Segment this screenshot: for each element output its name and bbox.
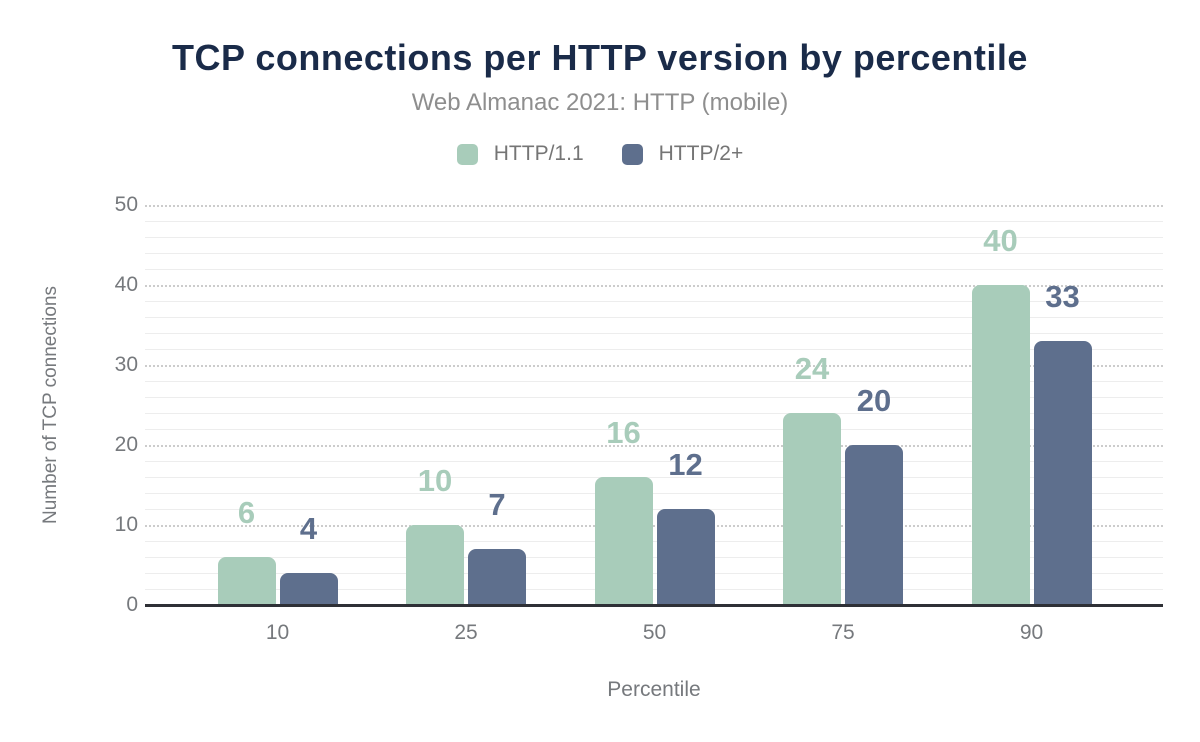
- legend-swatch-http11-icon: [456, 143, 478, 165]
- minor-gridline: [145, 349, 1163, 350]
- y-tick-label: 50: [114, 193, 138, 216]
- bar-http11-p25: [406, 525, 464, 605]
- legend: HTTP/1.1 HTTP/2+: [0, 142, 1200, 166]
- bar-http2-p25: [468, 549, 526, 605]
- chart-subtitle: Web Almanac 2021: HTTP (mobile): [411, 89, 789, 116]
- x-axis-line: [145, 604, 1163, 607]
- bar-http2-p75: [845, 445, 903, 605]
- x-tick-label: 50: [642, 621, 667, 644]
- minor-gridline: [145, 381, 1163, 382]
- legend-label-http2: HTTP/2+: [658, 142, 744, 165]
- major-gridline: [145, 285, 1163, 287]
- x-tick-label: 25: [454, 621, 478, 644]
- major-gridline: [145, 525, 1163, 527]
- bar-http2-p10: [279, 573, 338, 605]
- legend-swatch-http2-icon: [621, 143, 643, 165]
- y-axis-title: Number of TCP connections: [40, 286, 61, 524]
- bar-value-label: 12: [668, 447, 703, 482]
- y-tick-label: 10: [114, 513, 138, 536]
- minor-gridline: [145, 509, 1163, 510]
- bar-value-label: 7: [488, 487, 506, 522]
- minor-gridline: [145, 541, 1163, 542]
- chart-title: TCP connections per HTTP version by perc…: [172, 37, 1028, 78]
- plot-area: 6 4 10 7 16 12 24 20 40 33: [145, 205, 1163, 607]
- major-gridline: [145, 205, 1163, 207]
- minor-gridline: [145, 493, 1163, 494]
- x-tick-label: 10: [265, 621, 290, 644]
- bar-http11-p75: [783, 413, 841, 605]
- bar-http2-p50: [656, 509, 715, 605]
- x-axis-title: Percentile: [607, 678, 701, 701]
- x-tick-label: 75: [831, 621, 855, 644]
- minor-gridline: [145, 253, 1163, 254]
- x-tick-label: 90: [1019, 621, 1044, 644]
- legend-label-http11: HTTP/1.1: [493, 142, 584, 165]
- minor-gridline: [145, 221, 1163, 222]
- y-tick-label: 40: [114, 273, 138, 296]
- minor-gridline: [145, 413, 1163, 414]
- minor-gridline: [145, 333, 1163, 334]
- minor-gridline: [145, 301, 1163, 302]
- bar-value-label: 20: [856, 383, 892, 418]
- bar-value-label: 24: [794, 351, 830, 386]
- y-tick-label: 0: [126, 593, 138, 616]
- minor-gridline: [145, 557, 1163, 558]
- bar-http11-p50: [594, 477, 653, 605]
- bar-value-label: 40: [983, 223, 1018, 258]
- bar-http2-p90: [1033, 341, 1092, 605]
- bar-http11-p90: [971, 285, 1030, 605]
- major-gridline: [145, 365, 1163, 367]
- minor-gridline: [145, 589, 1163, 590]
- minor-gridline: [145, 237, 1163, 238]
- minor-gridline: [145, 397, 1163, 398]
- major-gridline: [145, 445, 1163, 447]
- bar-value-label: 6: [237, 495, 256, 530]
- minor-gridline: [145, 317, 1163, 318]
- y-tick-label: 30: [114, 353, 138, 376]
- bar-value-label: 16: [606, 415, 641, 450]
- y-tick-label: 20: [114, 433, 138, 456]
- bar-value-label: 4: [299, 511, 318, 546]
- legend-item-http11: HTTP/1.1: [456, 142, 584, 166]
- minor-gridline: [145, 573, 1163, 574]
- minor-gridline: [145, 461, 1163, 462]
- bar-value-label: 33: [1045, 279, 1080, 314]
- bar-http11-p10: [217, 557, 276, 605]
- bar-value-label: 10: [417, 463, 453, 498]
- minor-gridline: [145, 269, 1163, 270]
- minor-gridline: [145, 477, 1163, 478]
- minor-gridline: [145, 429, 1163, 430]
- legend-item-http2: HTTP/2+: [621, 142, 744, 166]
